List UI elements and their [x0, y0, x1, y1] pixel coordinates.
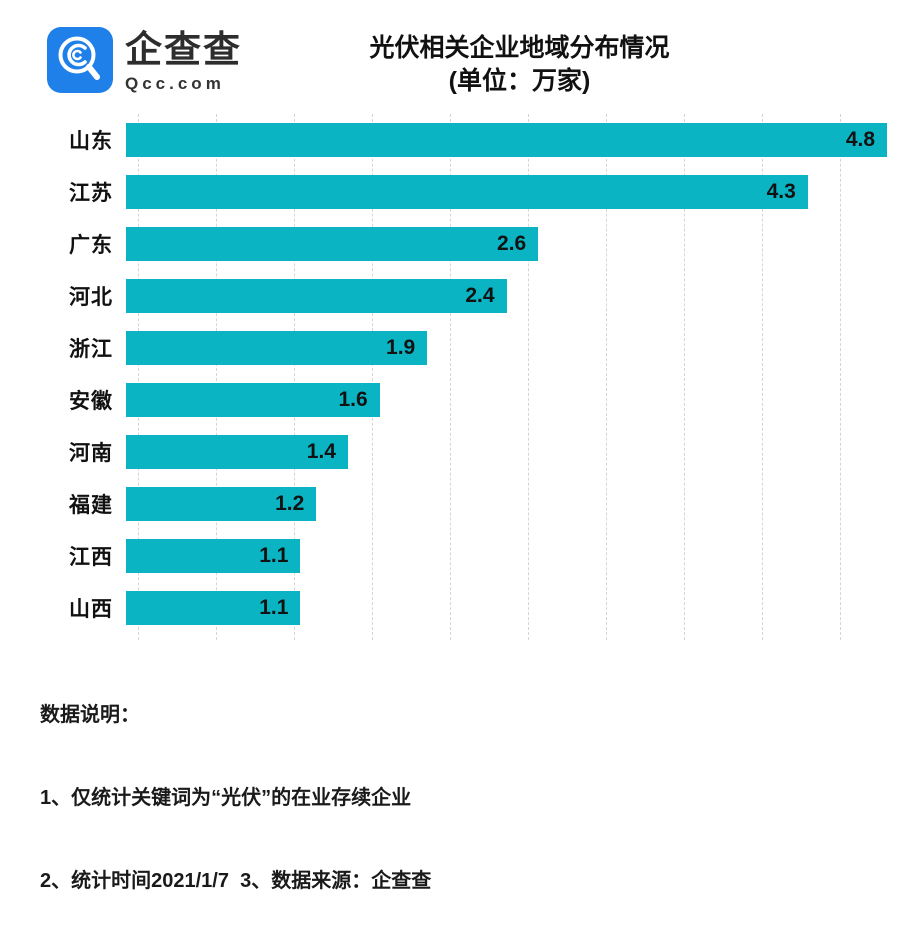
bar: 2.6	[126, 227, 539, 261]
bar-value-label: 1.1	[259, 596, 289, 619]
bar-value-label: 1.6	[338, 388, 368, 411]
bar: 1.9	[126, 331, 428, 365]
bar-value-label: 1.4	[306, 440, 336, 463]
chart-title: 光伏相关企业地域分布情况 (单位：万家)	[138, 32, 901, 98]
category-label: 山西	[69, 598, 113, 621]
gridline	[528, 114, 530, 640]
gridline	[294, 114, 296, 640]
bar: 1.2	[126, 487, 317, 521]
bar-row: 河南 1.4	[40, 426, 895, 478]
bar: 1.1	[126, 539, 301, 573]
bar-row: 江苏 4.3	[40, 166, 895, 218]
category-label: 福建	[69, 494, 113, 517]
bar-track: 1.2	[126, 487, 895, 521]
gridlines	[138, 114, 895, 640]
bar-rows: 山东 4.8 江苏 4.3 广东 2.6 河北 2.4 浙江 1.9 安徽 1.6 河南 1.4 福建 1.2…	[40, 114, 895, 634]
bar-track: 4.8	[126, 123, 895, 157]
bar-row: 山西 1.1	[40, 582, 895, 634]
magnifier-q-icon	[47, 27, 113, 93]
bar-chart: 山东 4.8 江苏 4.3 广东 2.6 河北 2.4 浙江 1.9 安徽 1.6 河南 1.4 福建 1.2…	[40, 114, 895, 640]
bar-row: 河北 2.4	[40, 270, 895, 322]
bar-value-label: 2.4	[465, 284, 495, 307]
notes-heading: 数据说明：	[40, 704, 140, 726]
bar-value-label: 4.3	[766, 180, 796, 203]
brand-domain: Qcc.com	[125, 74, 225, 93]
category-label: 浙江	[69, 338, 113, 361]
category-label: 安徽	[69, 390, 113, 413]
bar-track: 1.4	[126, 435, 895, 469]
notes-line2: 2、统计时间2021/1/7 3、数据来源：企查查	[40, 870, 432, 892]
gridline	[138, 114, 139, 640]
bar-value-label: 1.9	[386, 336, 416, 359]
qcc-logo: 企查查 Qcc.com	[47, 27, 242, 94]
bar: 4.8	[126, 123, 888, 157]
gridline	[450, 114, 452, 640]
data-notes: 数据说明： 1、仅统计关键词为“光伏”的在业存续企业 2、统计时间2021/1/…	[40, 658, 901, 930]
category-label: 江西	[69, 546, 113, 569]
bar-track: 1.9	[126, 331, 895, 365]
bar-track: 2.6	[126, 227, 895, 261]
bar-track: 2.4	[126, 279, 895, 313]
bar: 1.1	[126, 591, 301, 625]
bar-track: 1.6	[126, 383, 895, 417]
bar: 4.3	[126, 175, 808, 209]
bar: 1.4	[126, 435, 348, 469]
bar-row: 浙江 1.9	[40, 322, 895, 374]
chart-title-line2: (单位：万家)	[448, 67, 591, 95]
bar-row: 广东 2.6	[40, 218, 895, 270]
brand-name: 企查查	[125, 29, 242, 70]
bar: 1.6	[126, 383, 380, 417]
bar-track: 1.1	[126, 539, 895, 573]
bar-value-label: 2.6	[497, 232, 527, 255]
gridline	[762, 114, 764, 640]
bar: 2.4	[126, 279, 507, 313]
gridline	[606, 114, 608, 640]
chart-title-line1: 光伏相关企业地域分布情况	[369, 34, 670, 62]
bar-value-label: 1.1	[259, 544, 289, 567]
gridline	[684, 114, 686, 640]
category-label: 河南	[69, 442, 113, 465]
bar-row: 安徽 1.6	[40, 374, 895, 426]
bar-row: 福建 1.2	[40, 478, 895, 530]
bar-track: 1.1	[126, 591, 895, 625]
bar-value-label: 4.8	[845, 128, 876, 151]
gridline	[840, 114, 842, 640]
gridline	[216, 114, 218, 640]
bar-value-label: 1.2	[275, 492, 305, 515]
category-label: 广东	[69, 234, 113, 257]
category-label: 山东	[69, 130, 113, 153]
category-label: 河北	[69, 286, 113, 309]
bar-row: 江西 1.1	[40, 530, 895, 582]
header: 企查查 Qcc.com 光伏相关企业地域分布情况 (单位：万家)	[0, 0, 901, 114]
notes-line1: 1、仅统计关键词为“光伏”的在业存续企业	[40, 787, 412, 809]
category-label: 江苏	[69, 182, 113, 205]
bar-row: 山东 4.8	[40, 114, 895, 166]
bar-track: 4.3	[126, 175, 895, 209]
gridline	[372, 114, 374, 640]
